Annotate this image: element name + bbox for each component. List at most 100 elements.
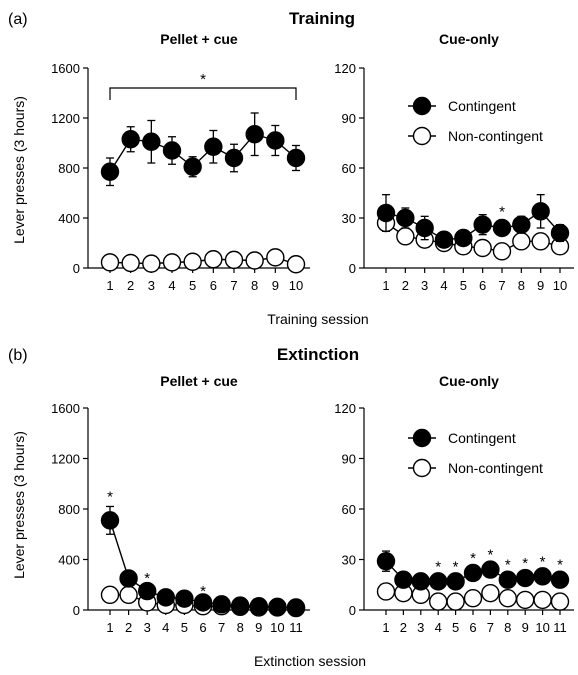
data-point [162, 141, 182, 160]
data-point [137, 581, 157, 601]
x-tick-label: 4 [435, 620, 442, 635]
x-tick-label: 7 [498, 278, 505, 293]
y-tick-label: 120 [334, 61, 356, 76]
data-point [516, 568, 535, 588]
data-point [376, 582, 396, 601]
y-tick-label: 60 [342, 502, 356, 517]
y-axis-label-b: Lever presses (3 hours) [11, 431, 27, 579]
series-non-contingent [376, 582, 570, 611]
data-point [429, 572, 448, 591]
significance-mark: * [107, 488, 113, 505]
x-tick-label: 10 [270, 620, 284, 635]
section-b-title: Extinction [277, 345, 359, 364]
x-tick-label: 6 [479, 278, 486, 293]
data-point [245, 251, 264, 270]
significance-mark: * [540, 553, 546, 570]
data-point [454, 228, 473, 248]
y-tick-label: 400 [58, 211, 80, 226]
legend-entry: Contingent [408, 428, 516, 448]
x-tick-label: 7 [230, 278, 237, 293]
data-point [396, 227, 415, 246]
data-point [249, 597, 268, 616]
data-point [550, 570, 570, 589]
x-tick-label: 4 [440, 278, 447, 293]
x-tick-label: 10 [535, 620, 549, 635]
x-tick-label: 8 [504, 620, 511, 635]
x-tick-label: 5 [452, 620, 459, 635]
x-tick-label: 4 [162, 620, 169, 635]
data-point [224, 250, 244, 270]
significance-mark: * [499, 203, 505, 220]
legend-label: Contingent [448, 430, 516, 446]
x-tick-label: 2 [400, 620, 407, 635]
chart-panel-a-left: Pellet + cue 0 400 800 1200 1600 1 2 3 4 5 6 7 8 9 10 * [51, 31, 310, 293]
x-tick-label: 10 [553, 278, 567, 293]
y-tick-label: 0 [349, 261, 356, 276]
x-tick-label: 9 [272, 278, 279, 293]
y-tick-label: 400 [58, 553, 80, 568]
data-point [183, 252, 202, 271]
data-point [175, 589, 194, 608]
data-point [533, 567, 552, 586]
series-line [385, 222, 561, 253]
significance-mark: * [144, 570, 150, 587]
data-point [446, 592, 465, 611]
legend-marker [412, 96, 432, 116]
y-tick-label: 60 [342, 161, 356, 176]
data-point [121, 253, 140, 273]
x-tick-label: 5 [460, 278, 467, 293]
data-point [286, 148, 306, 168]
significance-mark: * [557, 557, 563, 574]
data-point [516, 590, 535, 610]
x-axis-label-a: Training session [267, 311, 368, 327]
x-tick-label: 2 [125, 620, 132, 635]
y-tick-label: 0 [349, 603, 356, 618]
y-tick-label: 1200 [51, 452, 80, 467]
significance-mark: * [487, 547, 493, 564]
data-point [156, 588, 176, 607]
data-point [396, 208, 415, 228]
data-point [492, 242, 512, 261]
chart-panel-a-right: Cue-only 0 30 60 90 120 1 2 3 4 5 6 7 8 9 10 * Contingent… [334, 31, 574, 293]
legend-marker [412, 126, 432, 146]
data-point [119, 569, 138, 588]
data-point [434, 230, 454, 249]
data-point [224, 148, 244, 168]
significance-mark: * [435, 558, 441, 575]
series-line [109, 133, 297, 173]
y-tick-label: 120 [334, 401, 356, 416]
panel-b-label: (b) [8, 347, 28, 364]
x-tick-label: 1 [382, 278, 389, 293]
chart-panel-b-left: Pellet + cue 0 400 800 1200 1600 1 2 3 4 5 6 7 8 9 10 11… [51, 373, 310, 635]
significance-bracket [109, 87, 297, 100]
y-axis-label-a: Lever presses (3 hours) [11, 96, 27, 244]
data-point [531, 202, 550, 221]
legend-label: Non-contingent [448, 460, 543, 476]
x-tick-label: 8 [251, 278, 258, 293]
significance-mark: * [522, 555, 528, 572]
data-point [100, 162, 120, 181]
x-tick-label: 8 [237, 620, 244, 635]
x-tick-label: 7 [218, 620, 225, 635]
x-tick-label: 3 [417, 620, 424, 635]
legend-marker [412, 428, 432, 448]
series-contingent [100, 112, 306, 187]
x-tick-label: 1 [106, 278, 113, 293]
data-point [100, 511, 120, 530]
x-tick-label: 11 [289, 620, 303, 635]
data-point [286, 598, 306, 617]
series-non-contingent [100, 248, 306, 274]
data-point [245, 125, 264, 144]
data-point [550, 592, 570, 611]
x-tick-label: 5 [189, 278, 196, 293]
data-point [394, 570, 413, 589]
data-point [415, 218, 434, 238]
x-tick-label: 2 [402, 278, 409, 293]
data-point [429, 592, 448, 611]
legend-label: Contingent [448, 98, 516, 114]
significance-mark: * [453, 558, 459, 575]
data-point [481, 560, 500, 579]
legend-entry: Non-contingent [408, 126, 543, 146]
data-point [531, 232, 550, 251]
